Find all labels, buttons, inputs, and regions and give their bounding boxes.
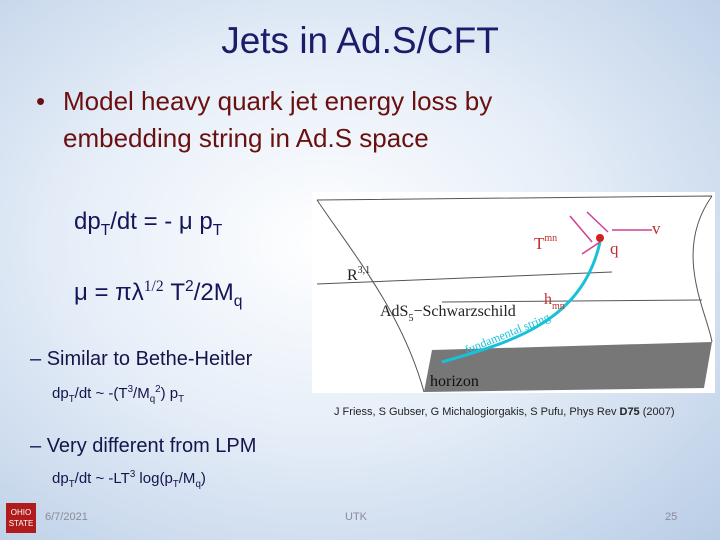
- f-sub: T: [172, 479, 179, 490]
- ads: AdS: [380, 303, 408, 320]
- h-index: mn: [552, 301, 565, 312]
- f-sub: q: [149, 394, 156, 405]
- eq-text: dp: [74, 208, 101, 235]
- f-sub: T: [68, 394, 75, 405]
- f-text: ) p: [160, 385, 179, 402]
- sub-bullet: – Very different from LPM: [30, 435, 256, 458]
- eq-text: T: [163, 279, 186, 306]
- eq-sup: 2: [185, 278, 194, 295]
- t-index: mn: [544, 233, 557, 244]
- horizon-plane: [424, 342, 712, 392]
- f-text: dp: [52, 385, 69, 402]
- label-horizon: horizon: [430, 373, 479, 390]
- label-v: v: [652, 219, 661, 238]
- f-sup: 3: [127, 384, 134, 395]
- label-r: R3,1: [347, 265, 370, 284]
- f-sup: 3: [129, 469, 136, 480]
- schwarzschild: −Schwarzschild: [413, 303, 515, 320]
- f-sub: T: [68, 479, 75, 490]
- bullet-line: Model heavy quark jet energy loss by: [63, 86, 493, 116]
- f-sub: q: [195, 479, 201, 490]
- footer-center: UTK: [345, 511, 367, 523]
- eq-sub: q: [233, 292, 243, 310]
- f-text: ): [200, 470, 206, 487]
- sub-bullet-text: Similar to Bethe-Heitler: [46, 348, 253, 370]
- spacetime-outline: [316, 195, 713, 393]
- eq-text: /dt = - μ p: [110, 208, 213, 235]
- figure: Tmn q v R3,1 hmn AdS5−Schwarzschild fund…: [312, 192, 715, 393]
- citation-text: J Friess, S Gubser, G Michalogiorgakis, …: [334, 406, 620, 418]
- eq-sup: 1/2: [143, 278, 164, 295]
- arrows: [569, 211, 652, 255]
- bullet-marker: •: [36, 86, 46, 116]
- boundary-line: [316, 271, 613, 285]
- eq-sub: T: [100, 221, 111, 239]
- f-text: /dt ~ -LT: [74, 470, 130, 487]
- logo-text: OHIO: [10, 508, 32, 517]
- dash: –: [30, 348, 42, 370]
- f-sup: 2: [155, 384, 161, 395]
- equation: μ = πλ1/2 T2/2Mq: [74, 278, 242, 311]
- logo: OHIO STATE: [6, 503, 36, 533]
- logo-text: STATE: [8, 519, 34, 528]
- sub-bullet: – Similar to Bethe-Heitler: [30, 348, 252, 371]
- f-text: dp: [52, 470, 69, 487]
- formula: dpT/dt ~ -LT3 log(pT/Mq): [52, 469, 206, 490]
- h: h: [544, 291, 552, 308]
- f-text: /M: [178, 470, 196, 487]
- slide-title: Jets in Ad.S/CFT: [221, 20, 499, 61]
- quark: [596, 234, 604, 242]
- label-ads: AdS5−Schwarzschild: [380, 303, 516, 324]
- label-q: q: [610, 239, 619, 258]
- footer-date: 6/7/2021: [45, 511, 88, 523]
- citation-text: (2007): [639, 406, 675, 418]
- t: T: [534, 234, 545, 253]
- f-text: /M: [133, 385, 150, 402]
- dash: –: [30, 435, 42, 457]
- f-text: log(p: [135, 470, 173, 487]
- ads-index: 5: [408, 313, 413, 324]
- formula: dpT/dt ~ -(T3/Mq2) pT: [52, 384, 184, 405]
- eq-text: μ = πλ: [74, 279, 144, 306]
- string: [441, 241, 602, 364]
- eq-sub: T: [212, 221, 223, 239]
- page-number: 25: [665, 511, 678, 523]
- sub-bullet-text: Very different from LPM: [46, 435, 257, 457]
- r: R: [347, 267, 358, 284]
- r-index: 3,1: [358, 265, 371, 276]
- citation: J Friess, S Gubser, G Michalogiorgakis, …: [334, 406, 675, 418]
- label-h: hmn: [544, 291, 565, 312]
- f-sub: T: [178, 394, 185, 405]
- label-t: Tmn: [534, 233, 557, 253]
- f-text: /dt ~ -(T: [74, 385, 128, 402]
- eq-text: /2M: [193, 279, 234, 306]
- bullet-line: embedding string in Ad.S space: [63, 123, 429, 153]
- citation-volume: D75: [619, 406, 640, 418]
- equation: dpT/dt = - μ pT: [74, 208, 222, 240]
